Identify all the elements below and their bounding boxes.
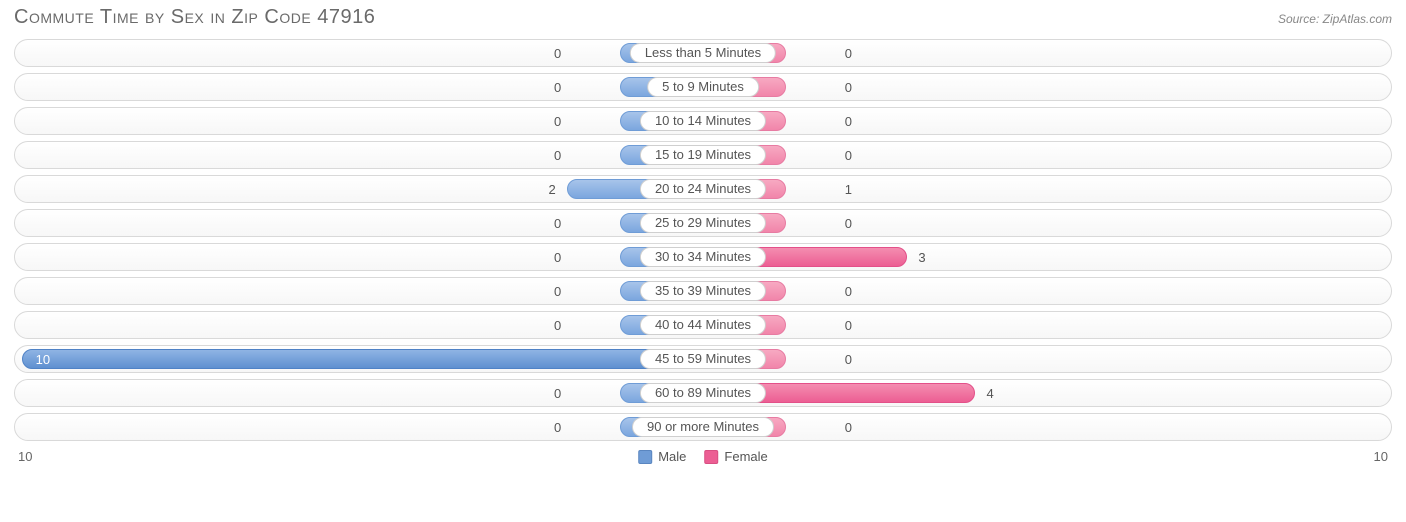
legend-item-male: Male	[638, 449, 686, 464]
category-label: 45 to 59 Minutes	[640, 349, 766, 369]
value-female: 0	[845, 74, 852, 102]
category-label: 15 to 19 Minutes	[640, 145, 766, 165]
chart-source: Source: ZipAtlas.com	[1278, 12, 1392, 26]
value-male: 0	[554, 40, 561, 68]
chart-header: Commute Time by Sex in Zip Code 47916 So…	[0, 0, 1406, 31]
chart-row: 60 to 89 Minutes 0 4	[14, 379, 1392, 407]
value-male: 0	[554, 210, 561, 238]
chart-title: Commute Time by Sex in Zip Code 47916	[14, 6, 375, 29]
bar-male	[22, 349, 703, 369]
legend-swatch-male	[638, 450, 652, 464]
value-male: 0	[554, 108, 561, 136]
value-female: 0	[845, 40, 852, 68]
category-label: Less than 5 Minutes	[630, 43, 776, 63]
value-male: 0	[554, 142, 561, 170]
value-female: 1	[845, 176, 852, 204]
category-label: 20 to 24 Minutes	[640, 179, 766, 199]
value-female: 0	[845, 278, 852, 306]
category-label: 90 or more Minutes	[632, 417, 774, 437]
legend-label-female: Female	[724, 449, 767, 464]
category-label: 30 to 34 Minutes	[640, 247, 766, 267]
chart-row: 10 to 14 Minutes 0 0	[14, 107, 1392, 135]
chart-footer: 10 Male Female 10	[0, 447, 1406, 471]
category-label: 60 to 89 Minutes	[640, 383, 766, 403]
category-label: 10 to 14 Minutes	[640, 111, 766, 131]
value-male: 0	[554, 278, 561, 306]
value-male: 0	[554, 74, 561, 102]
legend-label-male: Male	[658, 449, 686, 464]
value-male: 0	[554, 312, 561, 340]
chart-row: 20 to 24 Minutes 2 1	[14, 175, 1392, 203]
chart-row: 30 to 34 Minutes 0 3	[14, 243, 1392, 271]
chart-row: 90 or more Minutes 0 0	[14, 413, 1392, 441]
value-female: 0	[845, 414, 852, 442]
value-male: 10	[36, 346, 50, 374]
chart-row: 25 to 29 Minutes 0 0	[14, 209, 1392, 237]
category-label: 5 to 9 Minutes	[647, 77, 759, 97]
value-male: 0	[554, 244, 561, 272]
value-female: 0	[845, 108, 852, 136]
chart-body: Less than 5 Minutes005 to 9 Minutes0010 …	[0, 31, 1406, 441]
chart-row: 35 to 39 Minutes 0 0	[14, 277, 1392, 305]
category-label: 25 to 29 Minutes	[640, 213, 766, 233]
chart-row: 5 to 9 Minutes 0 0	[14, 73, 1392, 101]
value-female: 4	[986, 380, 993, 408]
value-male: 0	[554, 414, 561, 442]
chart-row: 45 to 59 Minutes 10 0	[14, 345, 1392, 373]
chart-row: 15 to 19 Minutes 0 0	[14, 141, 1392, 169]
value-male: 2	[549, 176, 556, 204]
axis-max-left: 10	[18, 449, 32, 464]
value-female: 0	[845, 210, 852, 238]
chart-row: 40 to 44 Minutes 0 0	[14, 311, 1392, 339]
value-female: 0	[845, 312, 852, 340]
category-label: 35 to 39 Minutes	[640, 281, 766, 301]
legend-item-female: Female	[704, 449, 767, 464]
value-female: 0	[845, 142, 852, 170]
legend: Male Female	[638, 449, 768, 464]
value-female: 0	[845, 346, 852, 374]
value-male: 0	[554, 380, 561, 408]
chart-row: Less than 5 Minutes 0 0	[14, 39, 1392, 67]
category-label: 40 to 44 Minutes	[640, 315, 766, 335]
value-female: 3	[918, 244, 925, 272]
legend-swatch-female	[704, 450, 718, 464]
axis-max-right: 10	[1374, 449, 1388, 464]
